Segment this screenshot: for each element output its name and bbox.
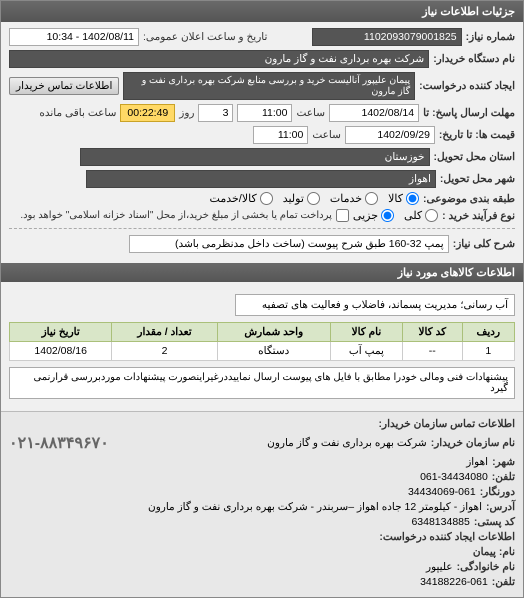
creator-header: اطلاعات ایجاد کننده درخواست: [379, 531, 515, 543]
radio-jozi[interactable]: جزیی [353, 209, 394, 222]
announce-label: تاریخ و ساعت اعلان عمومی: [143, 31, 267, 43]
table-header: تاریخ نیاز [10, 323, 112, 342]
creator-label: ایجاد کننده درخواست: [419, 80, 515, 92]
table-cell: 1 [462, 342, 514, 361]
contact-org: شرکت بهره برداری نفت و گاز مارون [267, 437, 427, 449]
deadline-date: 1402/08/14 [329, 104, 419, 122]
contact-tel-label: تلفن: [492, 471, 515, 483]
table-cell: 2 [112, 342, 217, 361]
request-no-label: شماره نیاز: [466, 31, 515, 43]
contact-header: اطلاعات تماس سازمان خریدار: [379, 418, 515, 430]
days-label: روز [179, 107, 194, 119]
title-line-label: شرح کلی نیاز: [453, 238, 515, 250]
radio-kala-khadamat[interactable]: کالا/خدمت [210, 192, 273, 205]
purchase-type-label: نوع فرآیند خرید : [442, 210, 515, 222]
note-box: پیشنهادات فنی ومالی خودرا مطابق با فایل … [9, 367, 515, 399]
radio-kala[interactable]: کالا [388, 192, 419, 205]
table-cell: 1402/08/16 [10, 342, 112, 361]
contact-fax-label: دورنگار: [480, 486, 515, 498]
contact-info-button[interactable]: اطلاعات تماس خریدار [9, 77, 119, 95]
city-value: اهواز [86, 170, 436, 188]
items-table: ردیفکد کالانام کالاواحد شمارشتعداد / مقد… [9, 322, 515, 361]
days-value: 3 [198, 104, 233, 122]
time-label-1: ساعت [296, 107, 325, 119]
items-header: اطلاعات کالاهای مورد نیاز [1, 263, 523, 282]
contact-tel2: 34188226-061 [420, 576, 488, 588]
contact-postal: 6348134885 [411, 516, 469, 528]
table-row: 1--پمپ آبدستگاه21402/08/16 [10, 342, 515, 361]
contact-city: اهواز [466, 456, 488, 468]
announce-value: 1402/08/11 - 10:34 [9, 28, 139, 46]
table-cell: -- [403, 342, 462, 361]
table-header: ردیف [462, 323, 514, 342]
province-label: استان محل تحویل: [434, 151, 515, 163]
buyer-org-value: شرکت بهره برداری نفت و گاز مارون [9, 50, 429, 68]
radio-khadamat[interactable]: خدمات [330, 192, 378, 205]
buyer-org-label: نام دستگاه خریدار: [433, 53, 515, 65]
panel-title: جزئیات اطلاعات نیاز [1, 1, 523, 22]
radio-kala-label: کالا [388, 192, 403, 205]
contact-address: اهواز - کیلومتر 12 جاده اهواز –سربندر - … [148, 501, 482, 513]
radio-kala-khadamat-label: کالا/خدمت [210, 192, 257, 205]
contact-postal-label: کد پستی: [474, 516, 515, 528]
contact-address-label: آدرس: [486, 501, 515, 513]
contact-tel: 061-34434080 [420, 471, 488, 483]
group-label: طبقه بندی موضوعی: [423, 193, 515, 205]
radio-tolid-label: تولید [283, 192, 304, 205]
price-until-time: 11:00 [253, 126, 308, 144]
countdown-timer: 00:22:49 [120, 104, 175, 122]
table-cell: دستگاه [217, 342, 330, 361]
table-cell: پمپ آب [330, 342, 402, 361]
contact-family: علیپور [426, 561, 453, 573]
contact-name-label: نام: پیمان [473, 546, 515, 558]
table-header: کد کالا [403, 323, 462, 342]
table-header: تعداد / مقدار [112, 323, 217, 342]
table-header: واحد شمارش [217, 323, 330, 342]
category-box: آب رسانی؛ مدیریت پسماند، فاضلاب و فعالیت… [235, 294, 515, 316]
checkbox-note[interactable] [336, 209, 349, 222]
radio-tolid[interactable]: تولید [283, 192, 320, 205]
contact-family-label: نام خانوادگی: [457, 561, 515, 573]
city-label: شهر محل تحویل: [440, 173, 515, 185]
contact-city-label: شهر: [492, 456, 515, 468]
price-until-date: 1402/09/29 [345, 126, 435, 144]
radio-koli-label: کلی [404, 209, 422, 222]
radio-khadamat-label: خدمات [330, 192, 362, 205]
remaining-label: ساعت باقی مانده [39, 107, 116, 119]
contact-tel2-label: تلفن: [492, 576, 515, 588]
deadline-time: 11:00 [237, 104, 292, 122]
province-value: خوزستان [80, 148, 430, 166]
big-phone: ۰۲۱-۸۸۳۴۹۶۷۰ [9, 433, 109, 453]
deadline-label: مهلت ارسال پاسخ: تا [423, 107, 515, 119]
title-line-value: پمپ 32-160 طبق شرح پیوست (ساخت داخل مدنظ… [129, 235, 449, 253]
radio-koli[interactable]: کلی [404, 209, 438, 222]
time-label-2: ساعت [312, 129, 341, 141]
radio-jozi-label: جزیی [353, 209, 378, 222]
contact-org-label: نام سازمان خریدار: [431, 437, 515, 449]
price-until-label: قیمت ها: تا تاریخ: [439, 129, 515, 141]
note-text: پرداخت تمام یا بخشی از مبلغ خرید،از محل … [20, 210, 332, 221]
request-no-value: 1102093079001825 [312, 28, 462, 46]
creator-value: پیمان علیپور آنالیست خرید و بررسی منابع … [123, 72, 415, 100]
contact-fax: 34434069-061 [408, 486, 476, 498]
table-header: نام کالا [330, 323, 402, 342]
